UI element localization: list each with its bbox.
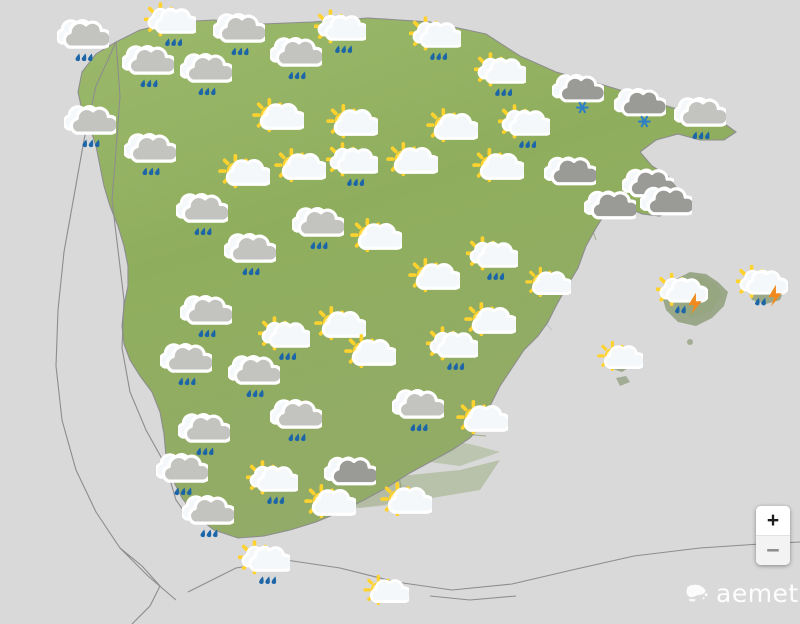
weather-symbol-rain[interactable] <box>158 342 216 394</box>
weather-symbol-storm[interactable] <box>734 264 790 316</box>
zoom-out-button[interactable]: − <box>756 535 790 565</box>
weather-symbol-rain[interactable] <box>122 132 180 184</box>
weather-symbol-sun-cloud[interactable] <box>350 216 406 268</box>
weather-symbol-rain[interactable] <box>268 398 326 450</box>
weather-symbol-snow[interactable] <box>550 72 607 124</box>
weather-symbol-sun-rain[interactable] <box>325 142 383 194</box>
weather-symbol-rain[interactable] <box>174 192 232 244</box>
spain-map-logo-icon <box>686 584 708 602</box>
weather-symbol-sun-cloud[interactable] <box>380 480 436 532</box>
weather-symbol-sun-cloud[interactable] <box>472 146 528 198</box>
aemet-logo[interactable]: aemet <box>684 580 799 606</box>
weather-symbol-rain[interactable] <box>290 206 348 258</box>
weather-symbol-sun-rain[interactable] <box>245 460 303 512</box>
weather-symbol-cloudy[interactable] <box>542 152 601 204</box>
weather-symbol-sun-rain[interactable] <box>473 52 531 104</box>
weather-symbol-rain[interactable] <box>178 294 236 346</box>
weather-symbol-rain[interactable] <box>268 36 326 88</box>
weather-symbol-sun-rain[interactable] <box>237 540 295 592</box>
weather-symbol-rain[interactable] <box>226 354 284 406</box>
weather-symbol-rain[interactable] <box>154 452 212 504</box>
weather-symbol-rain[interactable] <box>62 104 120 156</box>
weather-symbol-sun-cloud[interactable] <box>408 256 464 308</box>
weather-symbol-sun-cloud[interactable] <box>456 398 512 450</box>
weather-symbol-cloudy[interactable] <box>638 182 697 234</box>
weather-symbol-storm[interactable] <box>654 272 710 324</box>
weather-symbol-sun-cloud[interactable] <box>274 146 330 198</box>
weather-symbol-sun-rain[interactable] <box>408 16 466 68</box>
aemet-wordmark: aemet <box>716 578 799 608</box>
weather-symbol-sun-cloud[interactable] <box>464 300 520 352</box>
weather-symbol-rain[interactable] <box>120 44 178 96</box>
weather-symbol-sun-rain[interactable] <box>465 236 523 288</box>
weather-symbol-sun-cloud[interactable] <box>304 482 360 534</box>
weather-symbol-rain[interactable] <box>176 412 234 464</box>
weather-symbol-sun-cloud[interactable] <box>597 339 647 385</box>
weather-symbol-cloudy[interactable] <box>582 186 641 238</box>
weather-symbol-sun-cloud[interactable] <box>386 140 442 192</box>
weather-symbol-sun-cloud[interactable] <box>344 332 400 384</box>
weather-symbol-snow[interactable] <box>612 86 669 138</box>
weather-symbol-rain[interactable] <box>55 18 113 70</box>
weather-symbol-sun-cloud[interactable] <box>252 96 308 148</box>
weather-symbol-rain[interactable] <box>390 388 448 440</box>
weather-symbol-sun-cloud[interactable] <box>525 265 575 311</box>
weather-symbol-sun-rain[interactable] <box>143 2 201 54</box>
zoom-control[interactable]: + − <box>756 506 790 565</box>
weather-symbol-sun-cloud[interactable] <box>363 573 413 619</box>
weather-symbol-sun-rain[interactable] <box>425 326 483 378</box>
weather-symbol-rain[interactable] <box>672 96 730 148</box>
weather-symbol-rain[interactable] <box>222 232 280 284</box>
weather-symbol-sun-rain[interactable] <box>257 316 315 368</box>
weather-symbol-rain[interactable] <box>178 52 236 104</box>
weather-symbol-sun-cloud[interactable] <box>326 102 382 154</box>
weather-symbol-rain[interactable] <box>180 494 238 546</box>
zoom-in-button[interactable]: + <box>756 506 790 535</box>
